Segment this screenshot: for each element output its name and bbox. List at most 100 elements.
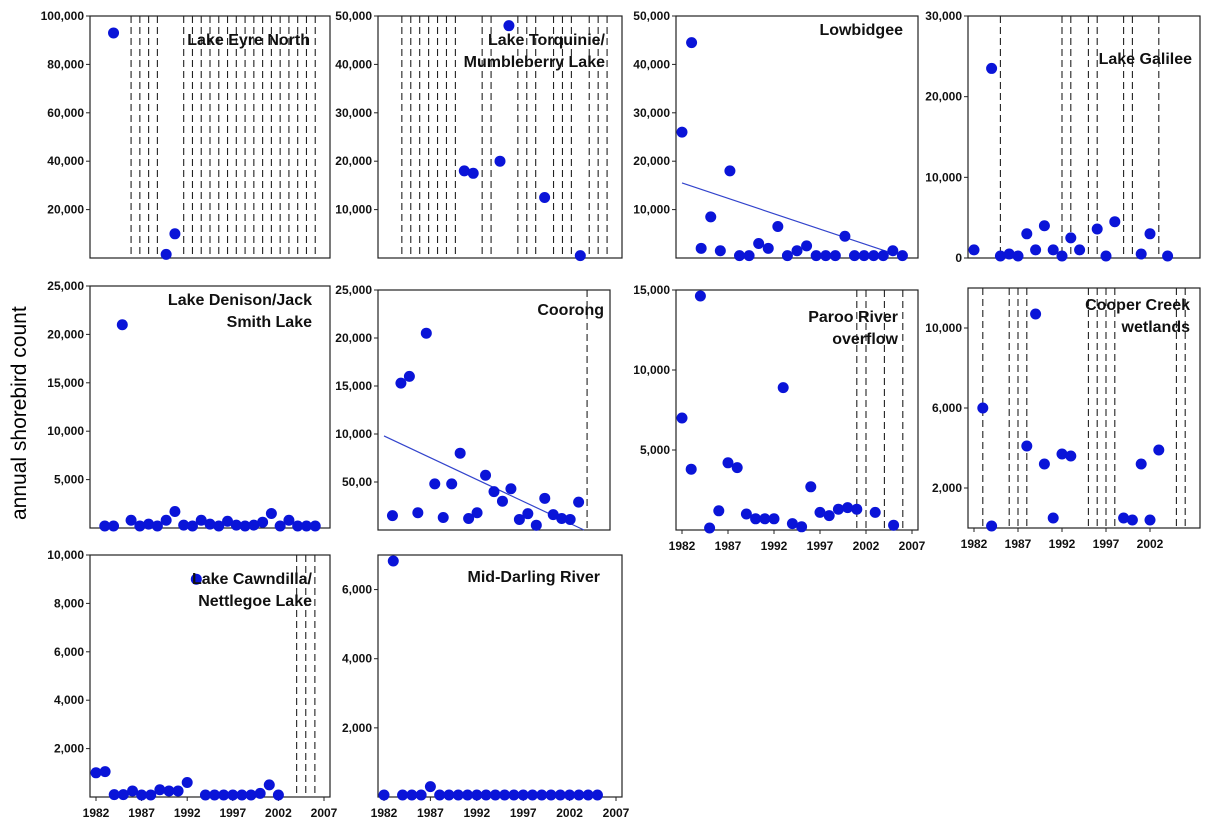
data-point [437, 512, 449, 524]
y-tick-label: 100,000 [41, 9, 85, 23]
data-point [424, 781, 436, 793]
data-point [713, 505, 725, 517]
data-point [446, 478, 458, 490]
chart-title: Paroo River [808, 309, 898, 326]
chart-panel-8: 2,000 6,000 10,000 1982 1987 1992 1997 2002 Coop… [925, 287, 1201, 551]
y-tick-label: 20,000 [47, 203, 84, 217]
data-point [462, 789, 474, 801]
data-point [145, 789, 157, 801]
data-point [181, 776, 193, 788]
data-point [714, 245, 726, 257]
x-tick-label: 1982 [669, 539, 696, 553]
data-point [190, 573, 202, 585]
data-point [705, 211, 717, 223]
data-point [458, 165, 470, 177]
data-point [108, 789, 120, 801]
data-point [1126, 514, 1138, 526]
data-point [743, 250, 755, 262]
data-point [722, 457, 734, 469]
y-tick-label: 30,000 [335, 106, 372, 120]
y-tick-label: 50,000 [633, 9, 670, 23]
data-point [556, 512, 568, 524]
data-point [263, 779, 275, 791]
data-point [858, 250, 870, 262]
y-tick-label: 30,000 [925, 9, 962, 23]
data-point [412, 507, 424, 519]
y-tick-label: 50,00 [342, 475, 372, 489]
data-point [694, 290, 706, 302]
data-point [513, 513, 525, 525]
data-point [471, 507, 483, 519]
data-point [199, 789, 211, 801]
data-point [1065, 450, 1077, 462]
x-tick-label: 2002 [853, 539, 880, 553]
data-point [734, 250, 745, 262]
data-point [685, 463, 697, 475]
y-tick-label: 80,000 [47, 57, 84, 71]
data-point [768, 513, 780, 525]
data-point [136, 789, 148, 801]
data-point [896, 250, 908, 262]
data-point [573, 496, 585, 508]
data-point [154, 784, 166, 796]
data-point [1021, 440, 1033, 452]
data-point [1030, 244, 1042, 256]
y-tick-label: 40,000 [335, 57, 372, 71]
data-point [467, 167, 479, 179]
data-point [704, 522, 716, 534]
data-point [1038, 220, 1050, 232]
data-point [480, 789, 492, 801]
data-point [676, 126, 688, 138]
x-tick-label: 1987 [128, 806, 155, 820]
y-tick-label: 10,000 [633, 203, 670, 217]
plot-frame [377, 554, 623, 798]
y-tick-label: 4,000 [54, 693, 84, 707]
x-tick-label: 1987 [715, 539, 742, 553]
data-point [505, 483, 517, 495]
y-tick-label: 50,000 [335, 9, 372, 23]
chart-panel-1: 20,000 40,000 60,000 80,000 100,000 Lake Eyre… [41, 9, 331, 260]
data-point [591, 789, 603, 801]
data-point [503, 20, 515, 32]
data-point [213, 520, 225, 532]
x-tick-label: 1987 [1005, 537, 1032, 551]
data-point [731, 462, 743, 474]
data-point [1056, 448, 1068, 460]
chart-panel-9: 2,000 4,000 6,000 8,000 10,000 1982 1987 1992 19… [47, 548, 337, 820]
data-point [186, 520, 198, 532]
x-tick-label: 1982 [961, 537, 988, 551]
chart-title: Nettlegoe Lake [198, 593, 312, 610]
data-point [239, 520, 251, 532]
chart-panel-7: 5,000 10,000 15,000 1982 1987 1992 1997 2002 200… [633, 283, 925, 553]
chart-title: Cooper Creek [1085, 297, 1190, 314]
y-tick-label: 15,000 [633, 283, 670, 297]
data-point [108, 27, 120, 39]
chart-panel-10: 2,000 4,000 6,000 1982 1987 1992 1997 2002 2007 M… [342, 554, 630, 820]
data-point [99, 766, 111, 778]
data-point [230, 519, 242, 531]
data-point [222, 515, 234, 527]
data-point [143, 518, 155, 530]
y-tick-label: 20,000 [925, 90, 962, 104]
data-point [526, 789, 538, 801]
data-point [134, 520, 146, 532]
data-point [986, 520, 998, 532]
data-point [236, 789, 248, 801]
data-point [753, 237, 765, 249]
data-point [204, 518, 216, 530]
y-tick-label: 6,000 [932, 401, 962, 415]
data-point [125, 514, 137, 526]
data-point [762, 242, 774, 254]
data-point [536, 789, 548, 801]
data-point [1118, 512, 1130, 524]
data-point [1135, 248, 1147, 260]
data-point [195, 514, 207, 526]
data-point [539, 192, 551, 203]
y-tick-label: 20,000 [335, 154, 372, 168]
chart-title: Mumbleberry Lake [464, 54, 605, 71]
data-point [829, 250, 841, 262]
data-point [1162, 250, 1174, 262]
data-point [887, 245, 899, 257]
chart-title: Lake Cawndilla/ [192, 571, 313, 588]
